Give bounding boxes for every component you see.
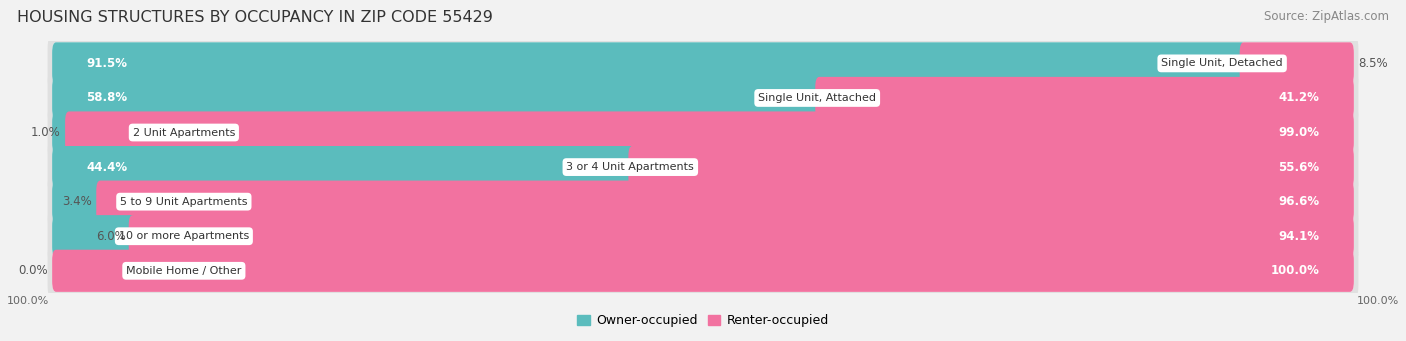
FancyBboxPatch shape xyxy=(52,42,1246,85)
FancyBboxPatch shape xyxy=(129,215,1354,257)
FancyBboxPatch shape xyxy=(52,250,1354,292)
FancyBboxPatch shape xyxy=(48,170,1358,233)
Text: 5 to 9 Unit Apartments: 5 to 9 Unit Apartments xyxy=(120,197,247,207)
Text: Single Unit, Detached: Single Unit, Detached xyxy=(1161,58,1282,69)
Text: Mobile Home / Other: Mobile Home / Other xyxy=(127,266,242,276)
FancyBboxPatch shape xyxy=(48,239,1358,302)
FancyBboxPatch shape xyxy=(52,77,821,119)
FancyBboxPatch shape xyxy=(48,66,1358,130)
Text: HOUSING STRUCTURES BY OCCUPANCY IN ZIP CODE 55429: HOUSING STRUCTURES BY OCCUPANCY IN ZIP C… xyxy=(17,10,492,25)
Text: 2 Unit Apartments: 2 Unit Apartments xyxy=(132,128,235,137)
FancyBboxPatch shape xyxy=(52,112,1354,153)
FancyBboxPatch shape xyxy=(48,205,1358,268)
Text: Source: ZipAtlas.com: Source: ZipAtlas.com xyxy=(1264,10,1389,23)
Text: 94.1%: 94.1% xyxy=(1278,230,1319,243)
FancyBboxPatch shape xyxy=(52,112,70,153)
FancyBboxPatch shape xyxy=(52,215,136,257)
FancyBboxPatch shape xyxy=(628,146,1354,188)
FancyBboxPatch shape xyxy=(52,146,634,188)
Text: 44.4%: 44.4% xyxy=(87,161,128,174)
Text: Single Unit, Attached: Single Unit, Attached xyxy=(758,93,876,103)
Text: 96.6%: 96.6% xyxy=(1278,195,1319,208)
Text: 3.4%: 3.4% xyxy=(62,195,91,208)
FancyBboxPatch shape xyxy=(52,77,1354,119)
FancyBboxPatch shape xyxy=(52,146,1354,188)
FancyBboxPatch shape xyxy=(48,136,1358,198)
FancyBboxPatch shape xyxy=(1240,42,1354,85)
FancyBboxPatch shape xyxy=(65,112,1354,153)
Text: 8.5%: 8.5% xyxy=(1358,57,1388,70)
FancyBboxPatch shape xyxy=(48,101,1358,164)
Text: 58.8%: 58.8% xyxy=(87,91,128,104)
Text: 100.0%: 100.0% xyxy=(1271,264,1319,277)
Text: 55.6%: 55.6% xyxy=(1278,161,1319,174)
FancyBboxPatch shape xyxy=(52,215,1354,257)
Text: 0.0%: 0.0% xyxy=(18,264,48,277)
Legend: Owner-occupied, Renter-occupied: Owner-occupied, Renter-occupied xyxy=(572,309,834,332)
FancyBboxPatch shape xyxy=(815,77,1354,119)
FancyBboxPatch shape xyxy=(52,42,1354,85)
FancyBboxPatch shape xyxy=(48,32,1358,95)
Text: 6.0%: 6.0% xyxy=(96,230,125,243)
FancyBboxPatch shape xyxy=(96,181,1354,223)
FancyBboxPatch shape xyxy=(52,181,103,223)
FancyBboxPatch shape xyxy=(52,250,1354,292)
Text: 3 or 4 Unit Apartments: 3 or 4 Unit Apartments xyxy=(567,162,695,172)
Text: 41.2%: 41.2% xyxy=(1278,91,1319,104)
Text: 10 or more Apartments: 10 or more Apartments xyxy=(118,231,249,241)
Text: 99.0%: 99.0% xyxy=(1278,126,1319,139)
Text: 91.5%: 91.5% xyxy=(87,57,128,70)
FancyBboxPatch shape xyxy=(52,181,1354,223)
Text: 1.0%: 1.0% xyxy=(31,126,60,139)
